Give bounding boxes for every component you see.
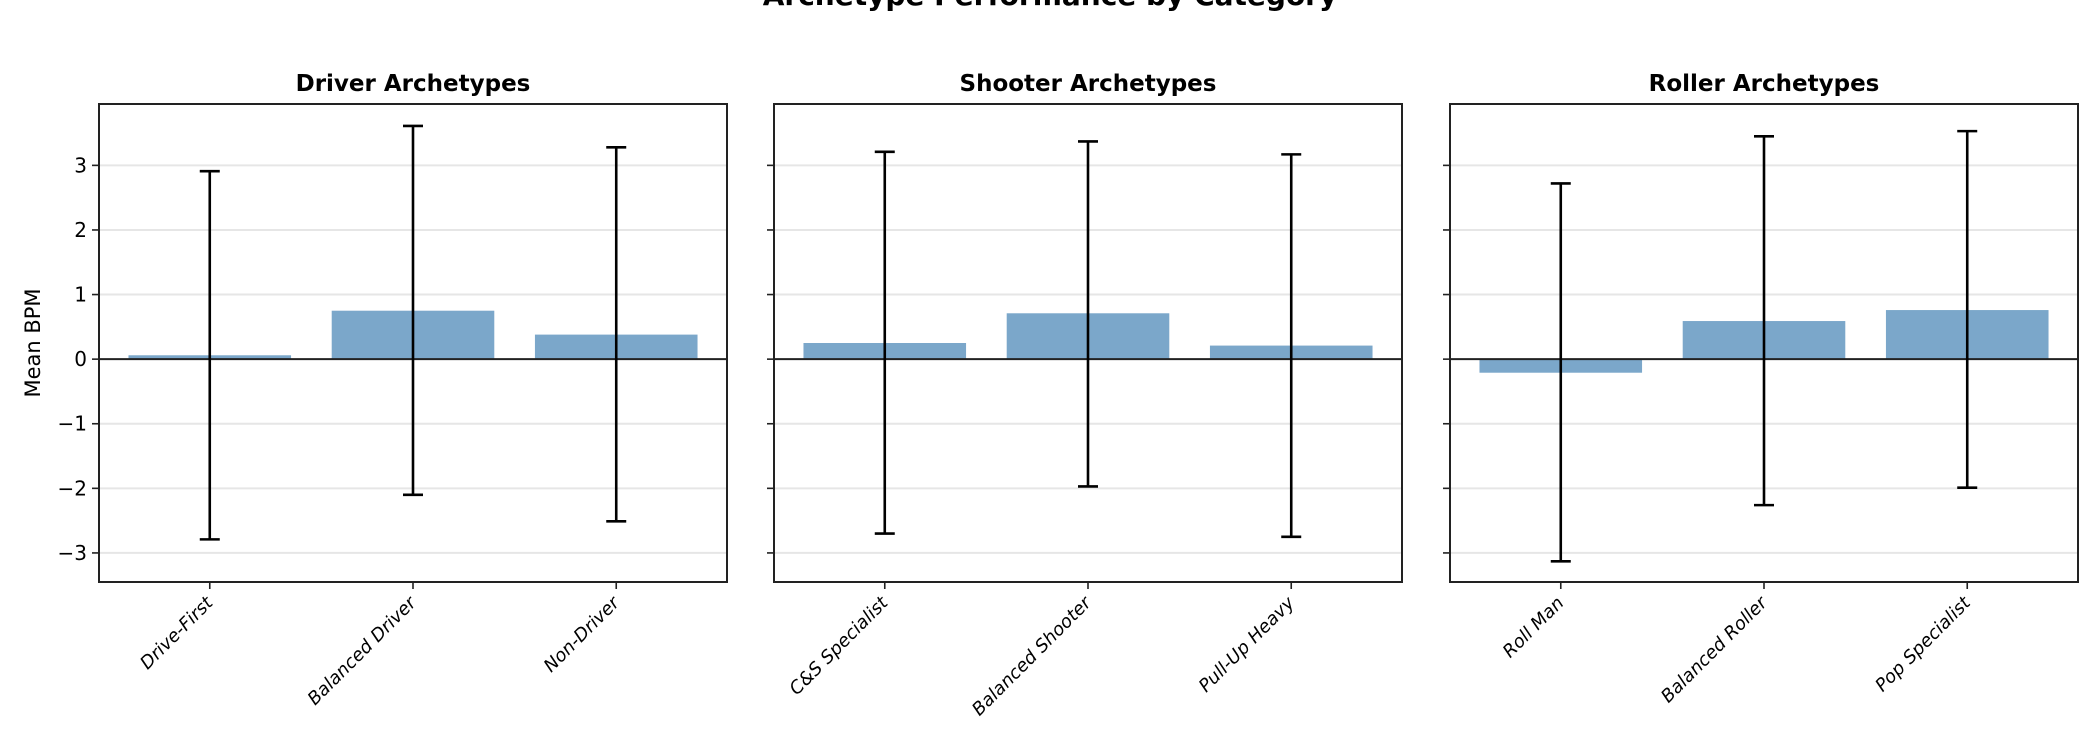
y-tick-label: −2 [58, 476, 87, 500]
x-tick-label: Pop Specialist [1871, 592, 1975, 696]
axes-frame [1449, 103, 2079, 583]
x-tick-label: Balanced Shooter [968, 592, 1097, 721]
chart-title: Archetype Performance by Category [763, 0, 1338, 12]
panel-1: Driver Archetypes −3 −2 −1 0 1 2 3 Drive-First Ba… [58, 71, 728, 710]
x-tick-label: Pull-Up Heavy [1195, 592, 1299, 696]
error-bar [199, 169, 220, 541]
axes-frame [98, 103, 728, 583]
y-tick-label: −1 [58, 412, 87, 436]
error-bar [1281, 153, 1302, 539]
panel-title: Driver Archetypes [296, 71, 531, 97]
x-tick-label: Drive-First [136, 592, 218, 674]
y-tick-label: 2 [74, 218, 87, 242]
panel-title: Shooter Archetypes [960, 71, 1217, 97]
error-bar [874, 150, 895, 535]
y-tick-label: 1 [74, 283, 87, 307]
error-bar [1550, 182, 1571, 563]
x-tick-label: Non-Driver [540, 592, 625, 677]
panel-title: Roller Archetypes [1649, 71, 1880, 97]
error-bar [606, 145, 627, 523]
axes-frame [773, 103, 1403, 583]
error-bar [1957, 129, 1978, 489]
panel-2: Shooter Archetypes C&S Specialist Balanced… [767, 71, 1403, 721]
error-bar [1078, 140, 1098, 488]
x-tick-label: C&S Specialist [785, 592, 892, 699]
y-tick-label: 3 [74, 153, 87, 177]
y-tick-label: 0 [74, 347, 87, 371]
panel-3: Roller Archetypes Roll Man Balanced Roller… [1443, 71, 2079, 708]
y-tick-label: −3 [58, 541, 87, 565]
x-tick-label: Balanced Driver [304, 592, 422, 710]
error-bar [403, 124, 423, 497]
y-axis-label: Mean BPM [21, 288, 45, 397]
x-tick-label: Balanced Roller [1657, 592, 1773, 708]
x-tick-label: Roll Man [1499, 593, 1568, 662]
error-bar [1754, 134, 1774, 507]
